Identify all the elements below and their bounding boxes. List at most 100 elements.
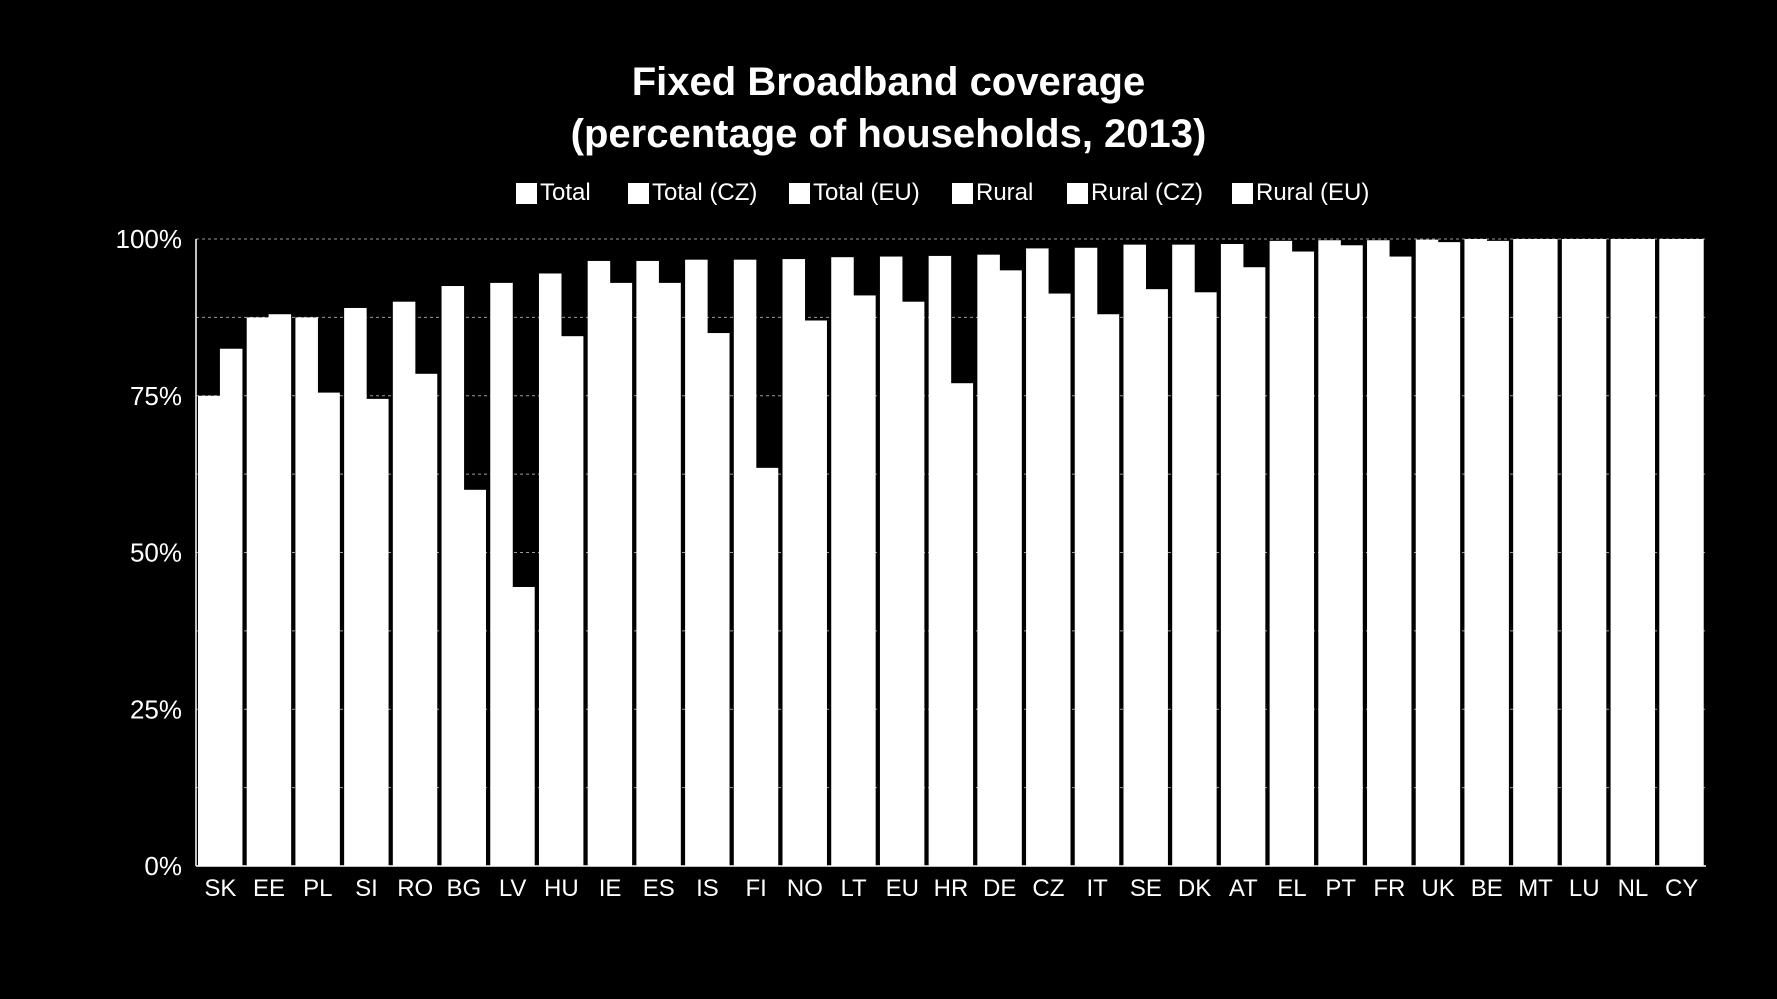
legend-label: Total (EU) xyxy=(813,179,920,206)
chart-legend: Total Total (CZ) Total (EU) Rural Rural … xyxy=(0,178,1777,208)
bar-total-si xyxy=(344,307,367,867)
bar-rural-fi xyxy=(755,467,779,866)
x-tick-label: HR xyxy=(934,875,969,902)
bar-total-cy xyxy=(1659,239,1682,866)
bar-rural-es xyxy=(658,282,681,866)
x-tick-label: ES xyxy=(643,875,675,902)
bar-rural-se xyxy=(1145,289,1168,866)
bar-rural-is xyxy=(707,333,730,866)
y-tick-label: 0% xyxy=(144,851,182,881)
y-tick-label: 100% xyxy=(116,224,183,254)
legend-item-rural: Rural xyxy=(952,178,1033,208)
legend-label: Rural (EU) xyxy=(1256,179,1370,206)
x-tick-label: LU xyxy=(1569,875,1600,902)
x-tick-label: PT xyxy=(1325,875,1356,902)
y-tick-label: 50% xyxy=(130,538,182,568)
legend-item-total: Total xyxy=(516,178,591,208)
bar-rural-no xyxy=(804,320,827,866)
bar-rural-ee xyxy=(268,314,292,866)
x-tick-label: SE xyxy=(1130,875,1162,902)
x-tick-label: NO xyxy=(787,875,823,902)
bar-rural-el xyxy=(1291,251,1315,867)
x-tick-label: BG xyxy=(447,875,482,902)
bar-total-fr xyxy=(1367,240,1390,866)
bar-rural-bg xyxy=(463,489,486,866)
x-tick-label: UK xyxy=(1421,875,1454,902)
bar-rural-de xyxy=(999,270,1022,867)
legend-swatch xyxy=(628,182,649,204)
bar-rural-ie xyxy=(609,282,633,866)
chart-title-line1: Fixed Broadband coverage xyxy=(631,60,1146,104)
x-tick-label: HU xyxy=(544,875,579,902)
bar-rural-be xyxy=(1486,240,1509,867)
x-tick-label: RO xyxy=(397,875,433,902)
x-tick-label: EU xyxy=(886,875,919,902)
legend-item-total-cz: Total (CZ) xyxy=(628,178,757,208)
bar-total-lu xyxy=(1561,239,1585,866)
bar-total-fi xyxy=(733,259,757,866)
x-tick-label: LT xyxy=(840,875,867,902)
bar-rural-at xyxy=(1242,267,1266,867)
bar-total-es xyxy=(636,260,659,866)
x-tick-label: EE xyxy=(253,875,285,902)
bar-total-hr xyxy=(928,255,952,866)
bar-total-ie xyxy=(587,260,611,866)
bar-total-se xyxy=(1123,244,1147,866)
bar-total-ee xyxy=(246,317,270,866)
x-tick-label: SK xyxy=(204,875,236,902)
bar-rural-fr xyxy=(1388,256,1412,866)
x-tick-label: DK xyxy=(1178,875,1211,902)
legend-label: Total (CZ) xyxy=(652,179,758,206)
x-tick-label: NL xyxy=(1618,875,1649,902)
bar-total-pl xyxy=(295,317,318,866)
x-tick-label: BE xyxy=(1471,875,1503,902)
x-tick-label: FI xyxy=(745,875,766,902)
bar-rural-pl xyxy=(317,392,340,866)
chart-title-line2: (percentage of households, 2013) xyxy=(570,112,1207,156)
legend-label: Rural (CZ) xyxy=(1091,179,1203,206)
x-tick-label: FR xyxy=(1373,875,1405,902)
bar-total-de xyxy=(977,254,1000,867)
bar-rural-sk xyxy=(219,348,243,867)
x-tick-label: IE xyxy=(599,875,622,902)
bar-rural-nl xyxy=(1632,239,1656,866)
legend-swatch xyxy=(789,182,810,204)
bar-total-be xyxy=(1464,239,1487,866)
x-tick-label: IT xyxy=(1086,875,1108,902)
bar-total-pt xyxy=(1318,240,1341,866)
bar-rural-dk xyxy=(1194,292,1217,866)
x-tick-label: LV xyxy=(499,875,527,902)
bar-rural-eu xyxy=(901,301,925,866)
x-tick-label: PL xyxy=(303,875,332,902)
y-tick-label: 25% xyxy=(130,694,182,724)
x-tick-label: IS xyxy=(696,875,719,902)
legend-swatch xyxy=(952,182,973,204)
y-tick-label: 75% xyxy=(130,381,182,411)
legend-swatch xyxy=(1232,182,1253,204)
bar-total-uk xyxy=(1415,239,1439,866)
bar-total-hu xyxy=(538,273,562,866)
bar-rural-hu xyxy=(560,336,584,866)
bar-total-sk xyxy=(198,395,221,866)
legend-label: Rural xyxy=(976,179,1034,206)
bar-rural-uk xyxy=(1437,242,1461,866)
bar-total-eu xyxy=(879,256,903,866)
x-tick-label: AT xyxy=(1229,875,1258,902)
x-tick-label: CY xyxy=(1665,875,1698,902)
bar-rural-lu xyxy=(1583,239,1607,866)
legend-swatch xyxy=(516,182,537,204)
bar-total-lt xyxy=(831,257,854,867)
bar-rural-si xyxy=(366,398,389,866)
bar-total-cz xyxy=(1026,248,1049,866)
bar-total-ro xyxy=(392,301,416,866)
legend-item-rural-cz: Rural (CZ) xyxy=(1067,178,1203,208)
bar-rural-hr xyxy=(950,383,974,866)
x-tick-label: CZ xyxy=(1032,875,1064,902)
bar-total-mt xyxy=(1513,239,1536,866)
chart-title: Fixed Broadband coverage (percentage of … xyxy=(0,56,1777,160)
bar-rural-cz xyxy=(1047,293,1071,866)
legend-item-rural-eu: Rural (EU) xyxy=(1232,178,1369,208)
bar-total-bg xyxy=(441,286,465,866)
x-tick-label: SI xyxy=(355,875,378,902)
